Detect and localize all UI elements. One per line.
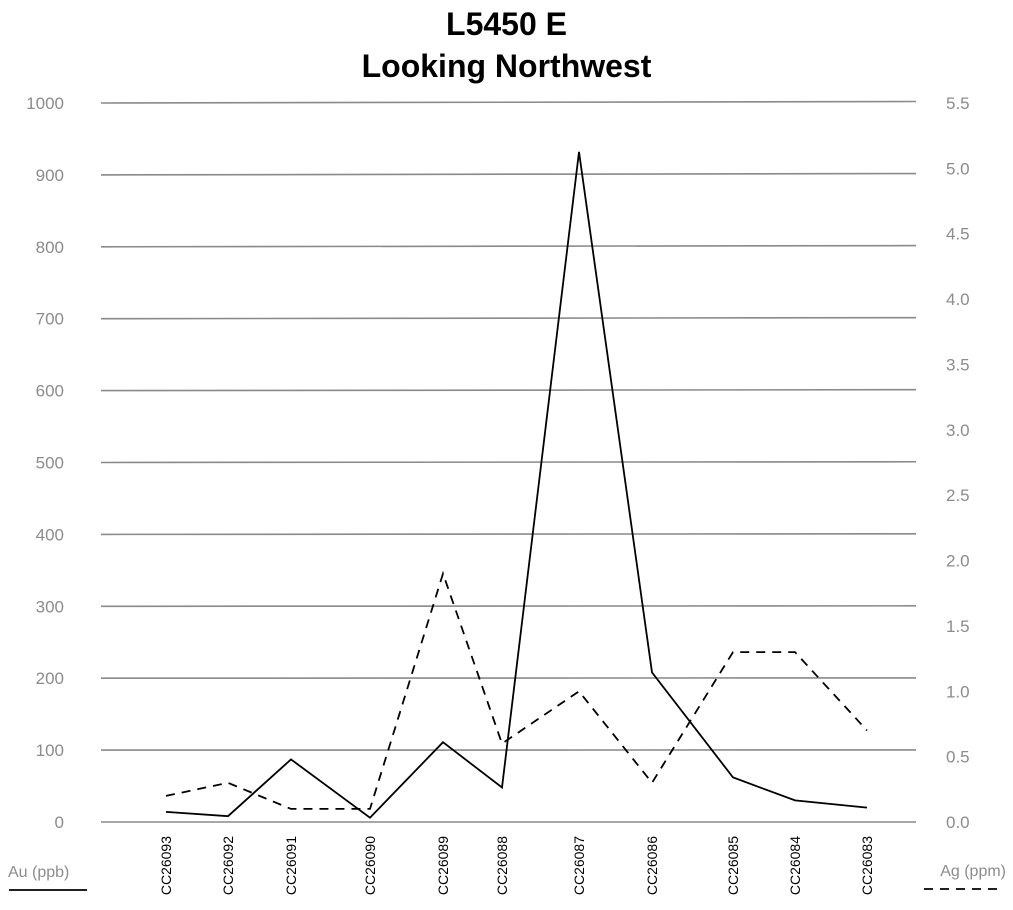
gridline — [100, 532, 917, 536]
gridline — [100, 316, 917, 320]
x-category-label: CC26089 — [435, 836, 451, 895]
y-left-tick-label: 800 — [36, 238, 64, 257]
y-left-tick-label: 300 — [36, 597, 64, 616]
chart-title-line-1: L5450 E — [446, 6, 567, 42]
y-right-tick-label: 1.5 — [946, 617, 970, 636]
y-right-tick-label: 2.0 — [946, 552, 970, 571]
gridline — [100, 244, 917, 248]
y-right-tick-label: 1.0 — [946, 682, 970, 701]
y-right-axis-label: Ag (ppm) — [940, 863, 1006, 880]
y-left-tick-label: 200 — [36, 669, 64, 688]
y-right-tick-label: 5.5 — [946, 94, 970, 113]
y-left-tick-label: 1000 — [26, 94, 64, 113]
gridline — [100, 172, 917, 176]
x-category-label: CC26084 — [787, 836, 803, 895]
gridline — [100, 460, 917, 464]
x-category-label: CC26086 — [644, 836, 660, 895]
y-left-tick-label: 600 — [36, 382, 64, 401]
x-category-label: CC26088 — [494, 836, 510, 895]
y-left-axis-label: Au (ppb) — [8, 864, 69, 881]
y-right-tick-label: 0.0 — [946, 813, 970, 832]
chart-title-line-2: Looking Northwest — [361, 48, 652, 84]
x-category-label: CC26091 — [283, 836, 299, 895]
y-left-tick-label: 400 — [36, 525, 64, 544]
y-right-tick-label: 5.0 — [946, 159, 970, 178]
x-category-label: CC26090 — [362, 836, 378, 895]
y-right-tick-label: 3.0 — [946, 421, 970, 440]
series-line-au — [165, 151, 868, 819]
x-category-label: CC26083 — [859, 836, 875, 895]
y-right-tick-label: 3.5 — [946, 355, 970, 374]
y-right-tick-label: 0.5 — [946, 748, 970, 767]
x-category-label: CC26085 — [725, 836, 741, 895]
x-category-label: CC26093 — [158, 836, 174, 895]
y-right-tick-label: 4.5 — [946, 225, 970, 244]
y-left-tick-label: 100 — [36, 741, 64, 760]
y-right-tick-label: 2.5 — [946, 486, 970, 505]
series-line-ag — [165, 570, 868, 810]
y-left-tick-label: 0 — [55, 813, 64, 832]
gridline — [100, 100, 917, 104]
x-category-label: CC26092 — [220, 836, 236, 895]
x-category-label: CC26087 — [571, 836, 587, 895]
y-right-tick-label: 4.0 — [946, 290, 970, 309]
y-left-tick-label: 500 — [36, 454, 64, 473]
gridline — [100, 388, 917, 392]
y-left-tick-label: 700 — [36, 310, 64, 329]
y-left-tick-label: 900 — [36, 166, 64, 185]
